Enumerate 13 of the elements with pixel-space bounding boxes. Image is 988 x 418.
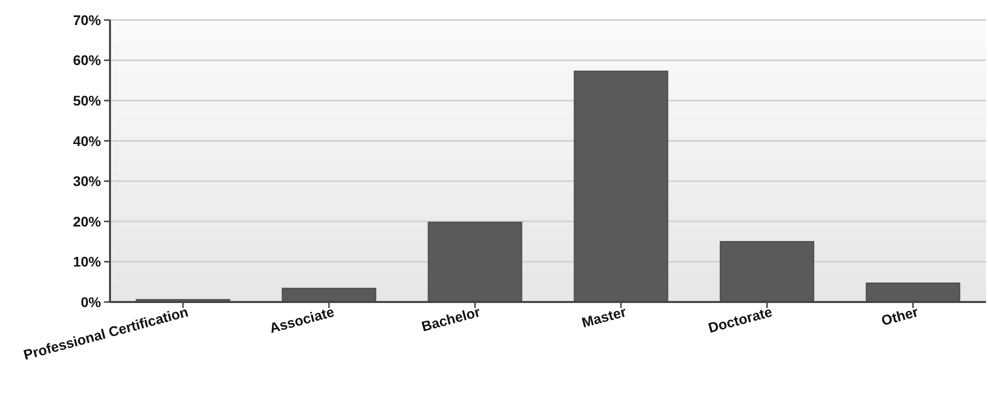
x-tick-label: Master xyxy=(580,303,628,331)
y-tick-label: 20% xyxy=(72,213,102,230)
y-tick-label: 40% xyxy=(72,132,102,149)
y-tick-label: 60% xyxy=(72,52,102,68)
y-tick-label: 50% xyxy=(72,92,102,108)
x-tick-label: Associate xyxy=(268,303,336,336)
y-tick-label: 0% xyxy=(80,294,102,310)
x-tick-label: Bachelor xyxy=(420,303,482,334)
y-tick-label: 70% xyxy=(72,12,102,28)
x-tick-label: Doctorate xyxy=(706,303,774,336)
y-tick-label: 10% xyxy=(72,254,102,270)
x-tick-label: Other xyxy=(880,303,920,329)
y-tick-label: 30% xyxy=(72,173,102,190)
